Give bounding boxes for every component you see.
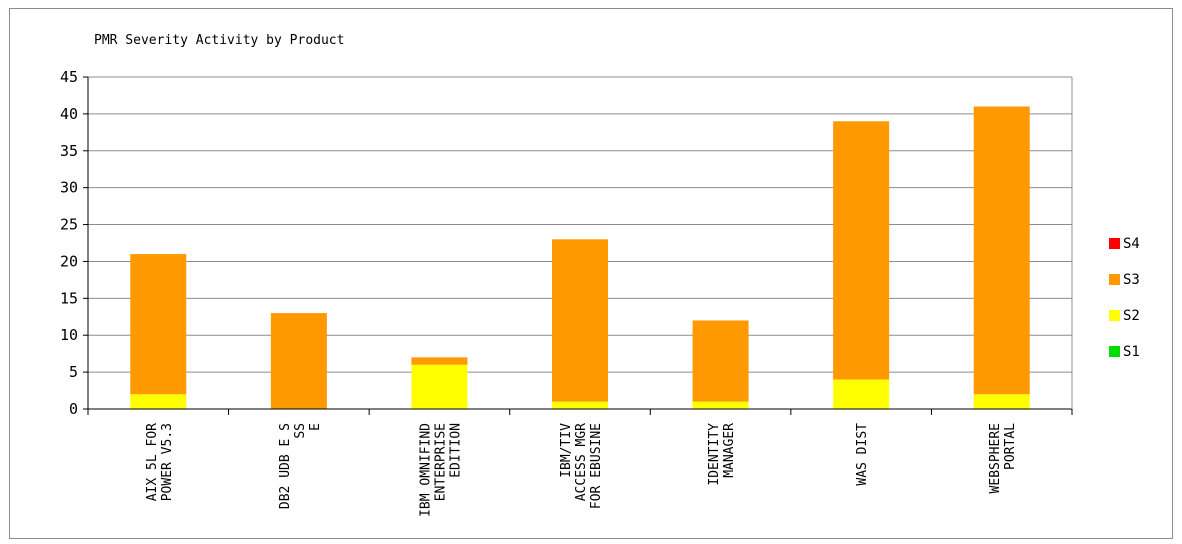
category-label-0: AIX 5L FOR POWER V5.3 bbox=[145, 423, 175, 501]
legend-label-s1: S1 bbox=[1123, 344, 1140, 360]
y-tick-label: 20 bbox=[60, 252, 78, 270]
legend-swatch-s3 bbox=[1109, 274, 1120, 285]
category-label-line: FOR EBUSINE bbox=[589, 423, 604, 509]
chart-frame: PMR Severity Activity by Product 0 5 10 15 2… bbox=[9, 8, 1173, 539]
y-tick-label: 35 bbox=[60, 142, 78, 160]
legend: S4 S3 S2 S1 bbox=[1109, 236, 1140, 360]
y-tick-label: 5 bbox=[69, 363, 78, 381]
chart-canvas: PMR Severity Activity by Product 0 5 10 15 2… bbox=[60, 33, 1140, 517]
bars bbox=[130, 106, 1030, 409]
bar-s3-3 bbox=[552, 239, 608, 402]
category-label-line: WAS DIST bbox=[855, 423, 870, 486]
category-label-line: AIX 5L FOR bbox=[145, 423, 160, 501]
category-label-line: ENTERPRISE bbox=[433, 423, 448, 501]
bar-s3-5 bbox=[833, 121, 890, 380]
category-label-4: IDENTITY MANAGER bbox=[707, 423, 737, 486]
y-tick-label: 30 bbox=[60, 179, 78, 197]
bar-s2-6 bbox=[973, 394, 1030, 409]
category-label-line: IBM OMNIFIND bbox=[418, 423, 433, 517]
legend-label-s3: S3 bbox=[1123, 272, 1140, 288]
legend-swatch-s1 bbox=[1109, 346, 1120, 357]
bar-s2-5 bbox=[833, 379, 890, 409]
bar-s3-4 bbox=[692, 320, 749, 402]
legend-label-s4: S4 bbox=[1123, 236, 1140, 252]
category-label-line: IDENTITY bbox=[707, 423, 722, 486]
category-label-5: WAS DIST bbox=[855, 423, 870, 486]
category-label-line: DB2 UDB E S bbox=[278, 423, 293, 509]
bar-s3-1 bbox=[270, 313, 327, 409]
y-tick-label: 40 bbox=[60, 105, 78, 123]
y-axis-ticks: 0 5 10 15 20 25 30 35 40 45 bbox=[60, 68, 88, 418]
bar-s3-2 bbox=[411, 357, 468, 365]
y-tick-label: 45 bbox=[60, 68, 78, 86]
axes bbox=[87, 77, 1073, 415]
category-label-line: E bbox=[308, 423, 323, 431]
category-label-line: ACCESS MGR bbox=[574, 423, 589, 501]
category-label-line: PORTAL bbox=[1003, 423, 1018, 470]
bar-s2-3 bbox=[552, 401, 608, 409]
chart-title: PMR Severity Activity by Product bbox=[94, 33, 344, 48]
x-axis-categories: AIX 5L FOR POWER V5.3 DB2 UDB E S SS E IBM O… bbox=[145, 423, 1018, 517]
bar-s3-0 bbox=[130, 254, 187, 395]
y-tick-label: 15 bbox=[60, 289, 78, 307]
bar-s2-2 bbox=[411, 364, 468, 409]
category-label-line: WEBSPHERE bbox=[988, 423, 1003, 493]
category-label-line: SS bbox=[293, 423, 308, 439]
category-label-line: IBM/TIV bbox=[559, 423, 574, 478]
category-label-3: IBM/TIV ACCESS MGR FOR EBUSINE bbox=[559, 423, 604, 509]
legend-swatch-s4 bbox=[1109, 238, 1120, 249]
bar-s2-0 bbox=[130, 394, 187, 409]
gridlines bbox=[88, 76, 1072, 373]
bar-s3-6 bbox=[973, 106, 1030, 395]
bar-s2-4 bbox=[692, 401, 749, 409]
category-label-line: POWER V5.3 bbox=[160, 423, 175, 501]
category-label-6: WEBSPHERE PORTAL bbox=[988, 423, 1018, 494]
y-tick-label: 10 bbox=[60, 326, 78, 344]
category-label-2: IBM OMNIFIND ENTERPRISE EDITION bbox=[418, 423, 463, 517]
category-label-1: DB2 UDB E S SS E bbox=[278, 423, 323, 509]
y-tick-label: 0 bbox=[69, 400, 78, 418]
legend-swatch-s2 bbox=[1109, 310, 1120, 321]
y-tick-label: 25 bbox=[60, 216, 78, 234]
category-label-line: MANAGER bbox=[722, 423, 737, 478]
category-label-line: EDITION bbox=[448, 423, 463, 478]
legend-label-s2: S2 bbox=[1123, 308, 1140, 324]
